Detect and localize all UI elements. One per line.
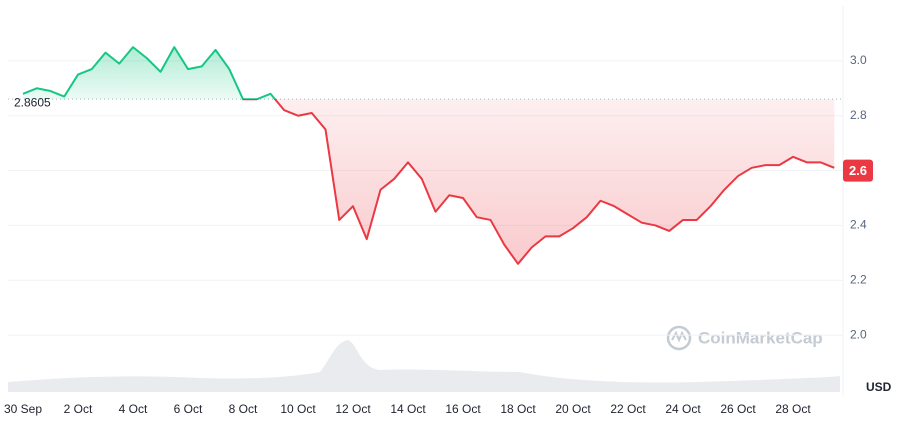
y-tick-label: 2.2 bbox=[850, 272, 867, 286]
price-area bbox=[23, 47, 835, 264]
y-tick-label: 3.0 bbox=[850, 53, 867, 67]
price-badge bbox=[843, 159, 873, 182]
x-tick-label: 26 Oct bbox=[720, 402, 756, 416]
volume-area bbox=[8, 340, 840, 392]
price-badge-label: 2.6 bbox=[849, 163, 867, 178]
x-tick-label: 10 Oct bbox=[280, 402, 316, 416]
price-line bbox=[22, 46, 835, 265]
x-tick-label: 16 Oct bbox=[445, 402, 481, 416]
x-tick-label: 18 Oct bbox=[500, 402, 536, 416]
y-tick-label: 2.8 bbox=[850, 108, 867, 122]
x-tick-label: 8 Oct bbox=[229, 402, 258, 416]
x-tick-label: 2 Oct bbox=[64, 402, 93, 416]
watermark-text: CoinMarketCap bbox=[698, 328, 823, 347]
x-tick-label: 30 Sep bbox=[4, 402, 42, 416]
x-tick-label: 22 Oct bbox=[610, 402, 646, 416]
watermark: CoinMarketCap bbox=[666, 325, 823, 351]
x-tick-label: 12 Oct bbox=[335, 402, 371, 416]
x-tick-label: 24 Oct bbox=[665, 402, 701, 416]
x-tick-label: 20 Oct bbox=[555, 402, 591, 416]
y-unit: USD bbox=[866, 380, 892, 394]
x-tick-label: 4 Oct bbox=[119, 402, 148, 416]
y-tick-label: 2.4 bbox=[850, 218, 867, 232]
x-tick-label: 6 Oct bbox=[174, 402, 203, 416]
x-tick-label: 14 Oct bbox=[390, 402, 426, 416]
x-tick-label: 28 Oct bbox=[775, 402, 811, 416]
y-tick-label: 2.0 bbox=[850, 327, 867, 341]
